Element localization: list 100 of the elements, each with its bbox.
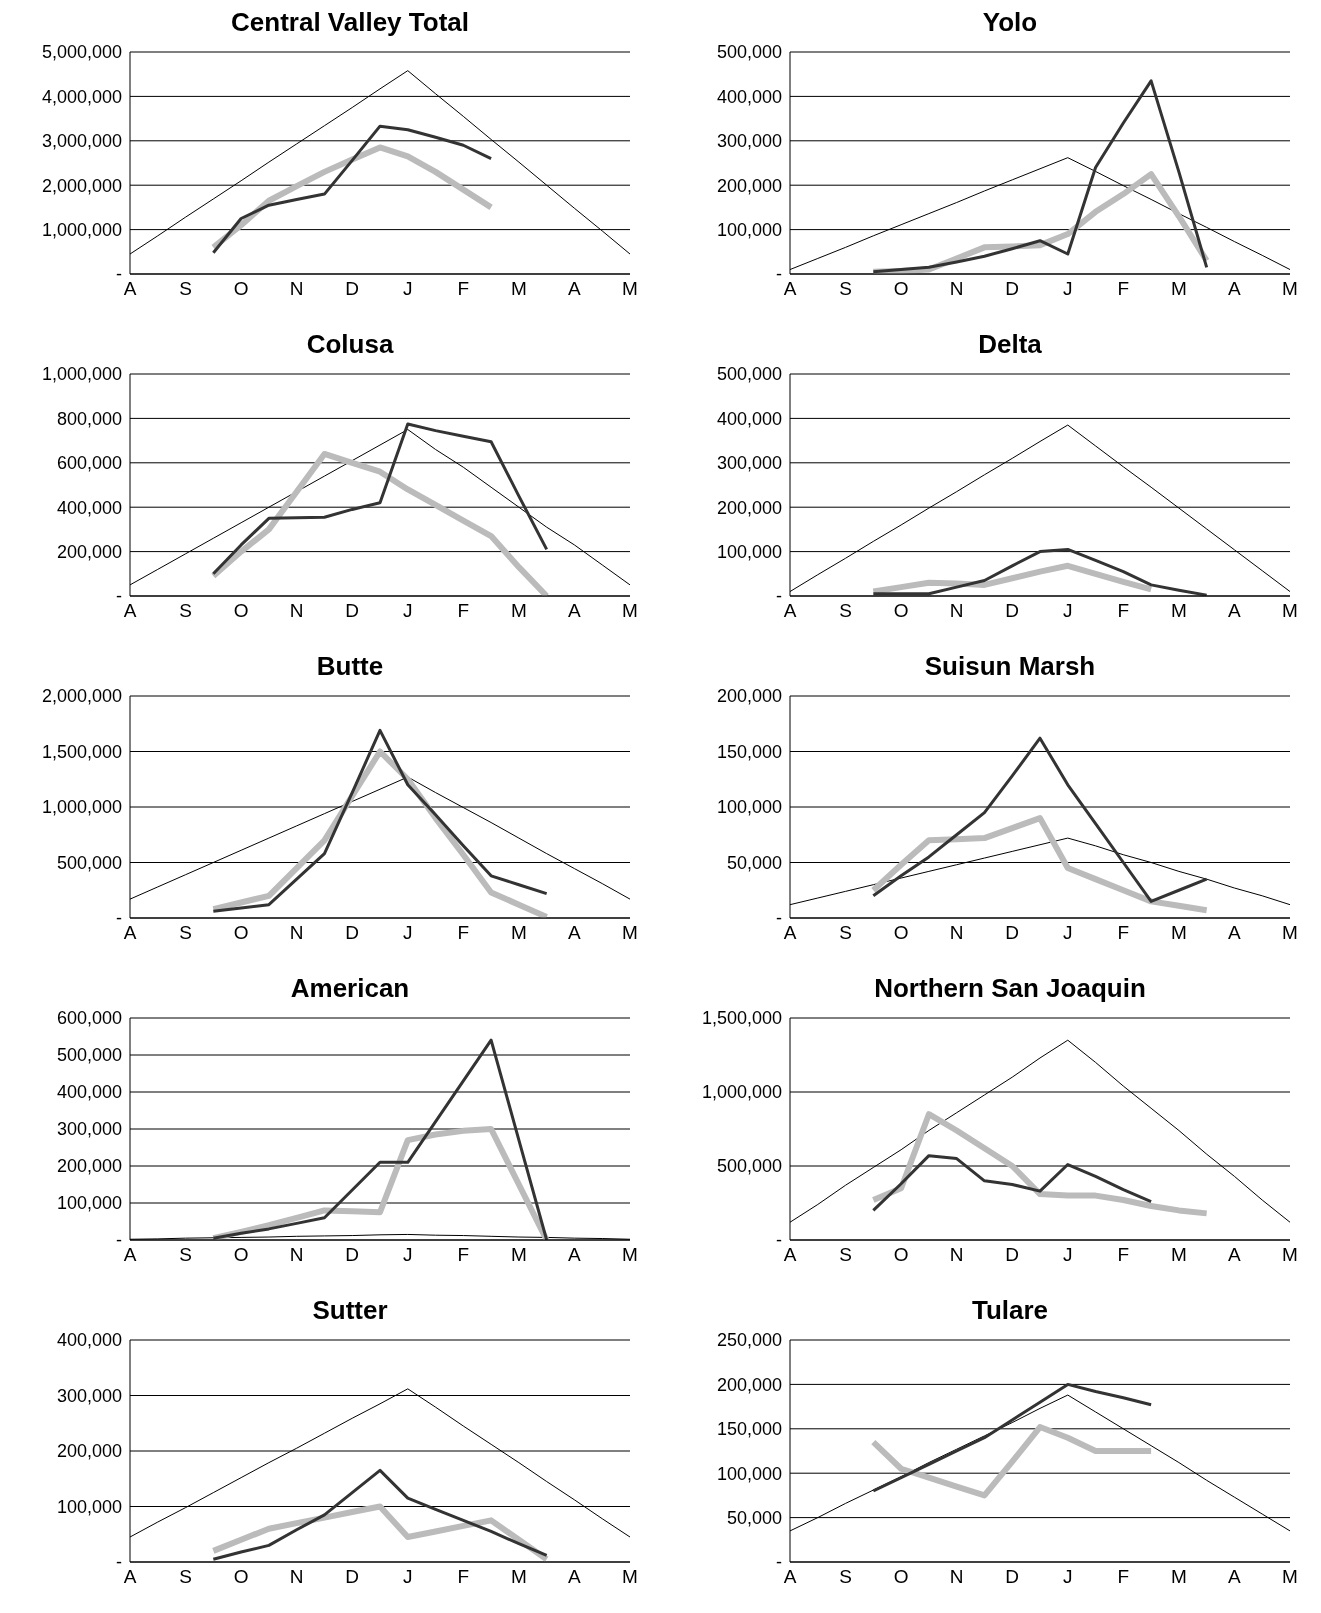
x-tick-label: A xyxy=(783,278,797,300)
y-tick-label: 150,000 xyxy=(716,1419,782,1440)
x-tick-label: J xyxy=(403,1244,413,1266)
x-tick-label: D xyxy=(1005,922,1020,944)
y-tick-label: - xyxy=(116,1230,122,1251)
y-tick-label: 500,000 xyxy=(56,1045,122,1066)
x-tick-label: S xyxy=(839,278,852,300)
y-tick-label: 600,000 xyxy=(56,453,122,474)
x-tick-label: N xyxy=(949,278,964,300)
y-tick-label: 2,000,000 xyxy=(41,175,122,196)
chart-title: Sutter xyxy=(311,1294,389,1327)
y-tick-label: 100,000 xyxy=(716,1463,782,1484)
x-tick-label: M xyxy=(622,922,638,944)
y-tick-label: 1,500,000 xyxy=(701,1008,782,1029)
y-tick-label: 500,000 xyxy=(56,852,122,873)
x-tick-label: D xyxy=(1005,1244,1020,1266)
x-tick-label: S xyxy=(179,922,192,944)
x-tick-label: A xyxy=(123,1244,137,1266)
y-tick-label: 100,000 xyxy=(56,1193,122,1214)
x-tick-label: N xyxy=(949,922,964,944)
x-tick-label: D xyxy=(345,1566,360,1588)
x-tick-label: A xyxy=(1228,600,1242,622)
y-tick-label: 50,000 xyxy=(726,852,782,873)
y-tick-label: 400,000 xyxy=(716,408,782,429)
y-tick-label: 300,000 xyxy=(716,131,782,152)
y-tick-label: 100,000 xyxy=(716,541,782,562)
x-tick-label: N xyxy=(289,278,304,300)
x-tick-label: S xyxy=(839,922,852,944)
x-tick-label: M xyxy=(1282,278,1298,300)
x-tick-label: S xyxy=(839,600,852,622)
x-tick-label: O xyxy=(233,600,249,622)
y-tick-label: 1,000,000 xyxy=(701,1082,782,1103)
x-tick-label: F xyxy=(1117,1244,1130,1266)
x-tick-label: A xyxy=(123,278,137,300)
x-tick-label: M xyxy=(510,1244,527,1266)
y-tick-label: - xyxy=(116,586,122,607)
y-tick-label: 4,000,000 xyxy=(41,86,122,107)
x-tick-label: F xyxy=(457,1244,470,1266)
y-tick-label: 200,000 xyxy=(716,497,782,518)
chart-title: Suisun Marsh xyxy=(923,650,1097,683)
x-tick-label: D xyxy=(345,1244,360,1266)
x-tick-label: O xyxy=(233,1566,249,1588)
x-tick-label: O xyxy=(233,922,249,944)
y-tick-label: - xyxy=(776,1552,782,1573)
chart-title: Yolo xyxy=(981,6,1039,39)
x-tick-label: M xyxy=(510,922,527,944)
y-tick-label: 400,000 xyxy=(56,1330,122,1351)
x-tick-label: M xyxy=(1282,1566,1298,1588)
x-tick-label: D xyxy=(1005,278,1020,300)
x-tick-label: O xyxy=(893,1244,909,1266)
x-tick-label: S xyxy=(179,600,192,622)
y-tick-label: 500,000 xyxy=(716,364,782,385)
x-tick-label: M xyxy=(1282,600,1298,622)
y-tick-label: 200,000 xyxy=(56,1156,122,1177)
y-tick-label: - xyxy=(116,908,122,929)
x-tick-label: F xyxy=(1117,1566,1130,1588)
x-tick-label: S xyxy=(179,1244,192,1266)
x-tick-label: N xyxy=(949,1244,964,1266)
y-tick-label: 200,000 xyxy=(56,1441,122,1462)
x-tick-label: M xyxy=(622,1244,638,1266)
x-tick-label: A xyxy=(568,278,582,300)
chart-title: American xyxy=(289,972,411,1005)
x-tick-label: M xyxy=(510,278,527,300)
y-tick-label: 1,000,000 xyxy=(41,364,122,385)
x-tick-label: F xyxy=(1117,922,1130,944)
x-tick-label: O xyxy=(893,1566,909,1588)
chart-title: Colusa xyxy=(305,328,395,361)
x-tick-label: D xyxy=(1005,1566,1020,1588)
x-tick-label: M xyxy=(1170,278,1187,300)
x-tick-label: A xyxy=(783,922,797,944)
y-tick-label: 100,000 xyxy=(716,219,782,240)
x-tick-label: M xyxy=(622,600,638,622)
y-tick-label: 250,000 xyxy=(716,1330,782,1351)
chart-title: Delta xyxy=(977,328,1043,361)
x-tick-label: A xyxy=(123,600,137,622)
x-tick-label: A xyxy=(1228,1566,1242,1588)
y-tick-label: 800,000 xyxy=(56,408,122,429)
x-tick-label: A xyxy=(568,600,582,622)
x-tick-label: J xyxy=(403,922,413,944)
x-tick-label: A xyxy=(783,1566,797,1588)
x-tick-label: N xyxy=(949,600,964,622)
x-tick-label: D xyxy=(1005,600,1020,622)
x-tick-label: M xyxy=(1170,1244,1187,1266)
x-tick-label: O xyxy=(893,278,909,300)
x-tick-label: J xyxy=(403,1566,413,1588)
x-tick-label: J xyxy=(403,278,413,300)
x-tick-label: J xyxy=(1063,922,1073,944)
x-tick-label: O xyxy=(893,922,909,944)
x-tick-label: F xyxy=(457,278,470,300)
x-tick-label: M xyxy=(510,1566,527,1588)
y-tick-label: 400,000 xyxy=(716,86,782,107)
y-tick-label: 200,000 xyxy=(716,1374,782,1395)
chart-title: Northern San Joaquin xyxy=(873,972,1147,1005)
x-tick-label: D xyxy=(345,600,360,622)
y-tick-label: 50,000 xyxy=(726,1507,782,1528)
y-tick-label: 500,000 xyxy=(716,42,782,63)
y-tick-label: 200,000 xyxy=(56,541,122,562)
x-tick-label: J xyxy=(1063,278,1073,300)
x-tick-label: M xyxy=(1170,922,1187,944)
x-tick-label: A xyxy=(1228,1244,1242,1266)
